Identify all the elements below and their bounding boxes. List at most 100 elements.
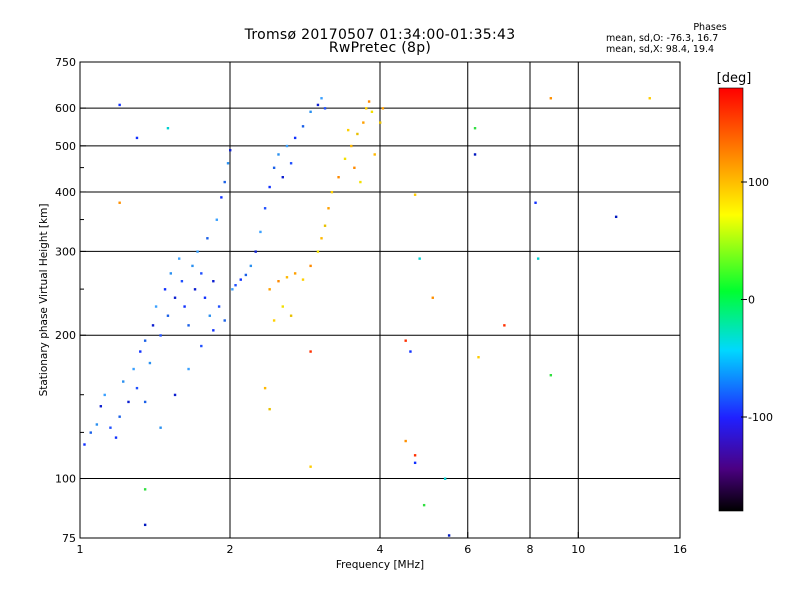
data-point bbox=[187, 324, 190, 327]
data-point bbox=[212, 280, 215, 283]
data-point bbox=[196, 250, 199, 253]
data-point bbox=[301, 278, 305, 281]
grid-layer bbox=[80, 62, 680, 538]
data-point bbox=[413, 193, 417, 196]
data-point bbox=[379, 121, 382, 124]
data-point bbox=[473, 153, 477, 156]
y-tick-label: 750 bbox=[55, 56, 76, 69]
data-point bbox=[208, 314, 211, 317]
colorbar bbox=[718, 87, 744, 512]
data-point bbox=[154, 305, 158, 308]
x-tick-label: 16 bbox=[673, 543, 687, 556]
x-tick-label: 2 bbox=[227, 543, 234, 556]
data-point bbox=[365, 107, 368, 110]
data-point bbox=[226, 162, 230, 165]
data-point bbox=[234, 284, 237, 287]
data-point bbox=[431, 296, 434, 299]
data-point bbox=[281, 175, 284, 179]
data-point bbox=[212, 329, 215, 332]
y-tick-label: 600 bbox=[55, 102, 76, 115]
data-point bbox=[200, 344, 203, 348]
data-point bbox=[362, 121, 365, 124]
data-point bbox=[122, 380, 125, 383]
data-point bbox=[373, 153, 376, 156]
data-point bbox=[223, 319, 226, 322]
colorbar-tick-label: -100 bbox=[748, 411, 773, 424]
data-point bbox=[143, 523, 147, 527]
chart-title: Tromsø 20170507 01:34:00-01:35:43 bbox=[244, 27, 516, 43]
data-point bbox=[148, 361, 152, 365]
data-point bbox=[409, 350, 412, 353]
colorbar-ticks: 100 0 -100 bbox=[741, 176, 773, 424]
data-point bbox=[206, 237, 209, 240]
data-point bbox=[151, 324, 155, 327]
data-point bbox=[413, 454, 417, 457]
data-point bbox=[169, 272, 173, 275]
data-point bbox=[316, 250, 320, 253]
data-point bbox=[323, 224, 327, 227]
data-point bbox=[648, 97, 651, 100]
data-point bbox=[359, 180, 362, 184]
data-point bbox=[183, 305, 186, 308]
x-tick-label: 1 bbox=[77, 543, 84, 556]
data-point bbox=[173, 296, 177, 299]
data-point bbox=[323, 107, 327, 110]
colorbar-tick-label: 100 bbox=[748, 176, 769, 189]
data-point bbox=[99, 405, 103, 408]
data-point bbox=[166, 314, 170, 317]
data-point bbox=[309, 264, 312, 268]
x-tick-label: 8 bbox=[527, 543, 534, 556]
data-point bbox=[337, 175, 340, 179]
data-point bbox=[289, 314, 293, 317]
phase-stats: Phases mean, sd,O: -76.3, 16.7 mean, sd,… bbox=[606, 22, 796, 55]
data-point bbox=[268, 185, 271, 189]
data-point bbox=[346, 128, 350, 132]
data-point bbox=[191, 264, 194, 268]
data-point bbox=[272, 166, 276, 169]
data-point bbox=[263, 207, 267, 210]
data-point bbox=[239, 278, 242, 281]
y-tick-label: 200 bbox=[55, 329, 76, 342]
data-point bbox=[272, 319, 276, 322]
data-point bbox=[127, 400, 130, 404]
data-point bbox=[367, 100, 371, 103]
data-point bbox=[249, 264, 253, 268]
data-point bbox=[217, 305, 221, 308]
y-tick-label: 500 bbox=[55, 140, 76, 153]
y-tick-label: 75 bbox=[62, 532, 76, 545]
data-point bbox=[118, 201, 121, 204]
data-point bbox=[536, 257, 540, 260]
data-point bbox=[350, 144, 353, 148]
data-point bbox=[327, 207, 330, 210]
phase-stats-heading: Phases bbox=[693, 22, 727, 33]
data-point bbox=[343, 157, 347, 161]
data-point bbox=[268, 407, 271, 411]
data-point bbox=[293, 136, 297, 140]
data-point bbox=[203, 296, 207, 299]
data-point bbox=[309, 350, 312, 353]
data-point bbox=[281, 305, 284, 308]
data-point bbox=[330, 190, 334, 194]
colorbar-label: [deg] bbox=[717, 71, 752, 86]
data-point bbox=[614, 215, 618, 219]
data-point bbox=[285, 144, 289, 148]
data-point bbox=[229, 148, 232, 152]
data-point bbox=[418, 257, 421, 260]
data-point bbox=[223, 180, 226, 184]
chart-subtitle: RwPretec (8p) bbox=[328, 40, 432, 56]
data-point bbox=[166, 127, 170, 130]
data-point bbox=[118, 103, 121, 107]
data-point bbox=[244, 273, 248, 277]
data-point bbox=[316, 103, 320, 107]
data-point bbox=[135, 136, 139, 140]
data-point bbox=[143, 339, 147, 342]
data-point bbox=[503, 324, 506, 327]
data-point bbox=[277, 280, 280, 283]
data-point bbox=[293, 272, 297, 275]
data-point bbox=[277, 153, 280, 156]
data-point bbox=[163, 288, 167, 291]
data-point bbox=[187, 367, 190, 371]
data-point bbox=[143, 400, 147, 404]
data-point bbox=[103, 393, 106, 397]
x-tick-label: 6 bbox=[464, 543, 471, 556]
